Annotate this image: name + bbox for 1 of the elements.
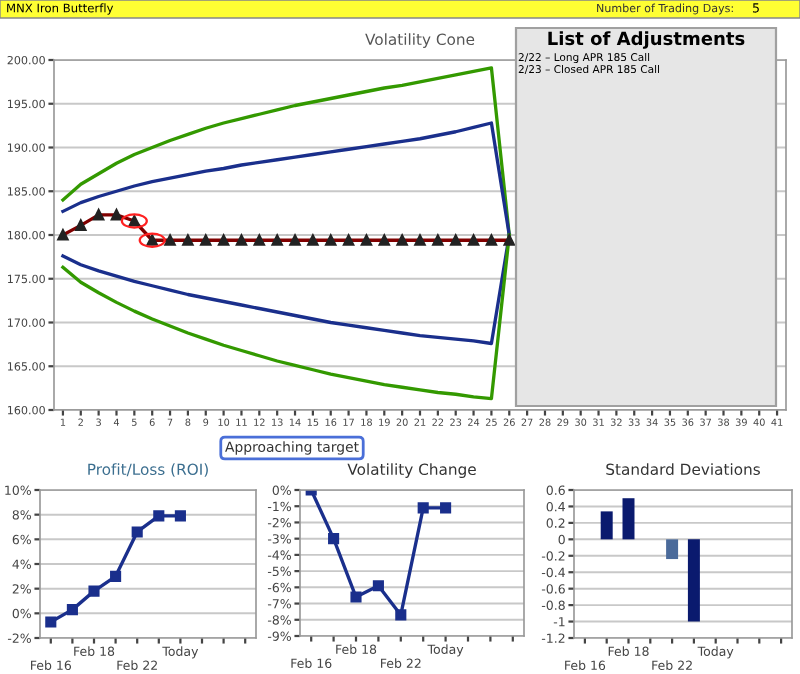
text: List of Adjustments: [548, 31, 745, 49]
